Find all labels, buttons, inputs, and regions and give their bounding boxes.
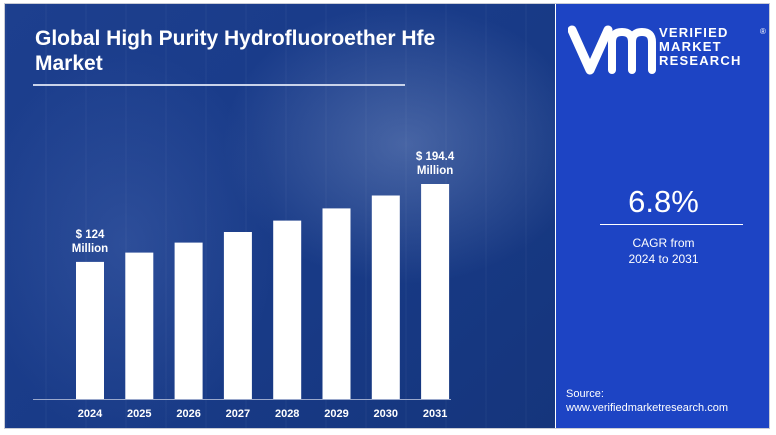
data-label-2024-2: Million bbox=[72, 243, 108, 255]
x-tick-label: 2027 bbox=[226, 408, 250, 420]
bar-2026 bbox=[174, 242, 203, 399]
registered-mark: ® bbox=[760, 27, 766, 36]
data-label-2024-1: $ 124 bbox=[76, 229, 105, 241]
logo-wordmark: VERIFIED MARKET RESEARCH bbox=[659, 26, 742, 68]
labels-layer: 2024 2025 2026 2027 2028 2029 2030 2031 $ 124 Mil… bbox=[72, 151, 455, 420]
info-panel: ® VERIFIED MARKET RESEARCH 6.8% CAGR fro… bbox=[556, 4, 769, 428]
logo-line-3: RESEARCH bbox=[659, 53, 742, 68]
chart-title: Global High Purity Hydrofluoroether Hfe … bbox=[35, 27, 436, 75]
x-tick-label: 2031 bbox=[423, 408, 447, 420]
title-divider bbox=[33, 84, 405, 86]
bar-2024 bbox=[76, 261, 104, 399]
logo-line-2: MARKET bbox=[659, 39, 722, 54]
x-tick-label: 2030 bbox=[374, 408, 398, 420]
cagr-label: CAGR from 2024 to 2031 bbox=[556, 235, 769, 267]
bar-chart: 2024 2025 2026 2027 2028 2029 2030 2031 $ 124 Mil… bbox=[33, 151, 455, 420]
cagr-label-line-1: CAGR from bbox=[632, 236, 695, 250]
vmr-logo-icon: ® bbox=[568, 25, 766, 75]
bar-2028 bbox=[273, 220, 302, 399]
x-tick-label: 2025 bbox=[127, 408, 151, 420]
cagr-value: 6.8% bbox=[628, 184, 699, 219]
cagr-label-line-2: 2024 to 2031 bbox=[628, 252, 699, 266]
bar-2027 bbox=[223, 232, 252, 399]
x-tick-label: 2026 bbox=[176, 408, 200, 420]
data-label-2031-1: $ 194.4 bbox=[416, 151, 455, 163]
logo-line-1: VERIFIED bbox=[659, 25, 729, 40]
x-tick-label: 2024 bbox=[78, 408, 103, 420]
x-tick-label: 2028 bbox=[275, 408, 299, 420]
bar-2029 bbox=[322, 208, 351, 399]
infographic: Global High Purity Hydrofluoroether Hfe … bbox=[4, 3, 770, 429]
cagr-divider bbox=[600, 224, 743, 225]
source-label: Source: bbox=[566, 388, 604, 400]
bar-2031 bbox=[421, 184, 450, 399]
source-note: Source: www.verifiedmarketresearch.com bbox=[566, 387, 728, 415]
bar-2030 bbox=[371, 195, 400, 399]
bars-layer bbox=[76, 184, 450, 399]
bar-2025 bbox=[125, 252, 154, 399]
data-label-2031-2: Million bbox=[417, 165, 453, 177]
source-url: www.verifiedmarketresearch.com bbox=[566, 402, 728, 414]
x-tick-label: 2029 bbox=[324, 408, 348, 420]
chart-panel: Global High Purity Hydrofluoroether Hfe … bbox=[5, 4, 555, 428]
